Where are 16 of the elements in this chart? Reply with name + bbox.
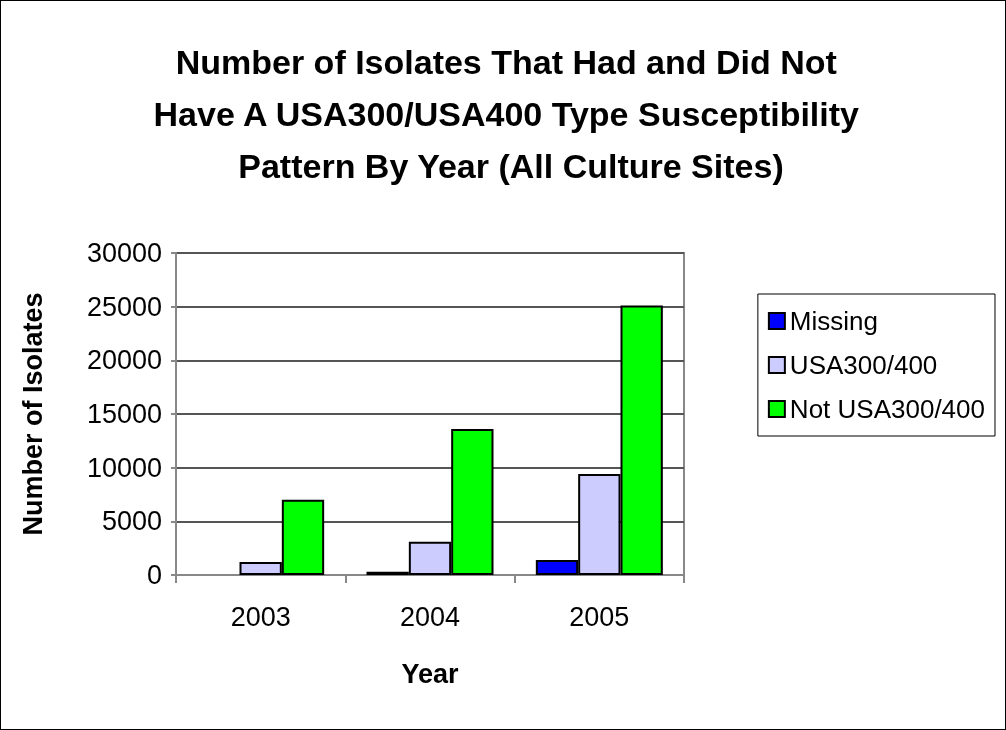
legend-label: Not USA300/400 xyxy=(789,394,986,424)
y-axis-title: Number of Isolates xyxy=(17,292,48,536)
y-tick-label: 25000 xyxy=(86,291,162,322)
x-tick-label: 2004 xyxy=(399,601,461,632)
y-tick-label: 20000 xyxy=(86,345,162,376)
legend-label: Missing xyxy=(789,306,879,336)
y-tick-label: 15000 xyxy=(86,399,162,429)
y-tick-label: 10000 xyxy=(86,452,162,483)
y-tick-label: 0 xyxy=(146,560,162,590)
y-tick-label: 30000 xyxy=(86,238,162,268)
x-axis-title: Year xyxy=(401,658,460,689)
y-tick-label: 5000 xyxy=(101,506,162,537)
x-tick-label: 2003 xyxy=(230,601,291,632)
legend-label: USA300/400 xyxy=(789,350,938,380)
x-tick-label: 2005 xyxy=(569,601,630,632)
chart-title: Number of Isolates That Had and Did Not Have A USA300/USA400 Type Susceptibility Pattern By Year (All Culture Sites) xyxy=(153,43,869,185)
